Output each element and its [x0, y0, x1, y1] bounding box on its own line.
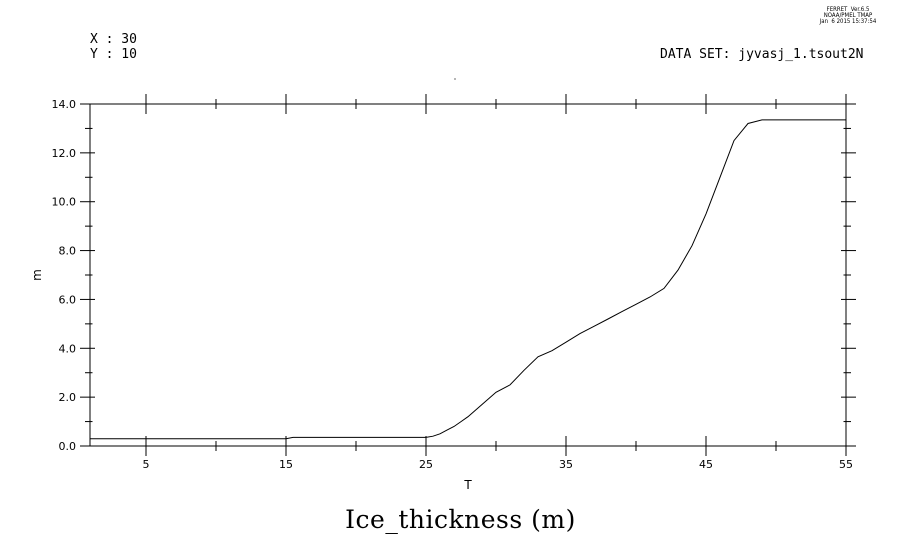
stamp-line-3: Jan 6 2015 15:37:54: [819, 18, 877, 25]
x-tick-label: 25: [419, 458, 433, 471]
x-tick-label: 55: [839, 458, 853, 471]
axis-ticks: [80, 94, 856, 456]
chart-title: Ice_thickness (m): [345, 505, 576, 534]
y-tick-label: 14.0: [52, 98, 77, 111]
x-coordinate-label: X : 30: [90, 32, 137, 47]
y-tick-label: 0.0: [59, 440, 77, 453]
y-tick-labels: 0.0 2.0 4.0 6.0 8.0 10.0 12.0 14.0: [52, 98, 77, 453]
y-tick-label: 4.0: [59, 342, 77, 355]
y-coordinate-label: Y : 10: [90, 47, 137, 62]
stamp-line-2: NOAA/PMEL TMAP: [823, 12, 873, 19]
x-tick-label: 15: [279, 458, 293, 471]
stamp-line-1: FERRET Ver.6.5: [826, 6, 870, 13]
x-tick-label: 5: [143, 458, 150, 471]
x-tick-label: 35: [559, 458, 573, 471]
y-tick-label: 6.0: [59, 293, 77, 306]
ferret-stamp: FERRET Ver.6.5 NOAA/PMEL TMAP Jan 6 2015…: [808, 7, 888, 25]
x-axis-label: T: [463, 478, 472, 492]
series-group: [90, 119, 846, 440]
y-tick-label: 2.0: [59, 391, 77, 404]
series-line: [90, 119, 846, 440]
y-tick-label: 8.0: [59, 245, 77, 258]
x-tick-label: 45: [699, 458, 713, 471]
y-axis-label: m: [30, 269, 44, 281]
x-tick-labels: 5 15 25 35 45 55: [143, 458, 854, 471]
y-tick-label: 12.0: [52, 147, 77, 160]
stray-dot: [454, 78, 456, 80]
dataset-label: DATA SET: jyvasj_1.tsout2N: [660, 47, 864, 62]
plot-frame: [89, 103, 847, 447]
y-tick-label: 10.0: [52, 196, 77, 209]
